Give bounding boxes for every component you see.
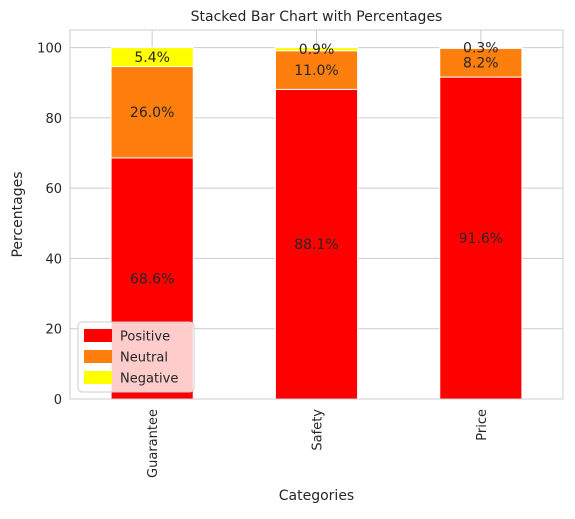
y-axis-ticks: 0 20 40 60 80 100 (37, 42, 62, 408)
bar-value-label: 5.4% (134, 50, 170, 66)
y-tick-label: 60 (45, 182, 62, 197)
legend-label: Negative (120, 372, 178, 387)
x-tick-label: Safety (311, 409, 326, 451)
bar-segment (439, 46, 523, 49)
x-tick-label: Price (475, 409, 490, 441)
bar-segment (110, 47, 194, 68)
x-axis-ticks: Guarantee Safety Price (146, 409, 490, 478)
legend-swatch (84, 371, 112, 384)
bar-value-label: 26.0% (130, 105, 174, 121)
y-tick-label: 100 (37, 42, 62, 57)
y-tick-label: 80 (45, 112, 62, 127)
y-tick-label: 40 (45, 252, 62, 267)
bars (110, 46, 523, 400)
bar-segment (439, 76, 523, 400)
y-tick-label: 20 (45, 323, 62, 338)
bar-value-label: 11.0% (294, 63, 338, 79)
bar-value-label: 88.1% (294, 237, 338, 253)
y-axis-label: Percentages (10, 171, 26, 257)
x-tick-label: Guarantee (146, 409, 161, 478)
data-labels: 68.6% 26.0% 5.4% 88.1% 11.0% 0.9% 91.6% 8.2%0.3… (130, 41, 503, 288)
legend-label: Neutral (120, 351, 168, 366)
bar-segment (110, 66, 194, 159)
legend: Positive Neutral Negative (77, 321, 195, 393)
legend-label: Positive (120, 330, 170, 345)
x-axis-label: Categories (279, 488, 354, 504)
bar-value-label: 8.2% (463, 56, 499, 72)
legend-swatch (84, 350, 112, 363)
chart-title: Stacked Bar Chart with Percentages (191, 9, 443, 25)
bar-segment (439, 47, 523, 78)
bar-value-label: 68.6% (130, 271, 174, 287)
plot-area-frame (69, 29, 564, 400)
bar-value-label: 0.3% (463, 41, 499, 57)
bar-value-label: 0.9% (299, 42, 335, 58)
bar-segment (274, 47, 359, 52)
y-tick-label: 0 (54, 393, 62, 408)
legend-swatch (84, 329, 112, 342)
bar-value-label: 91.6% (459, 231, 503, 247)
